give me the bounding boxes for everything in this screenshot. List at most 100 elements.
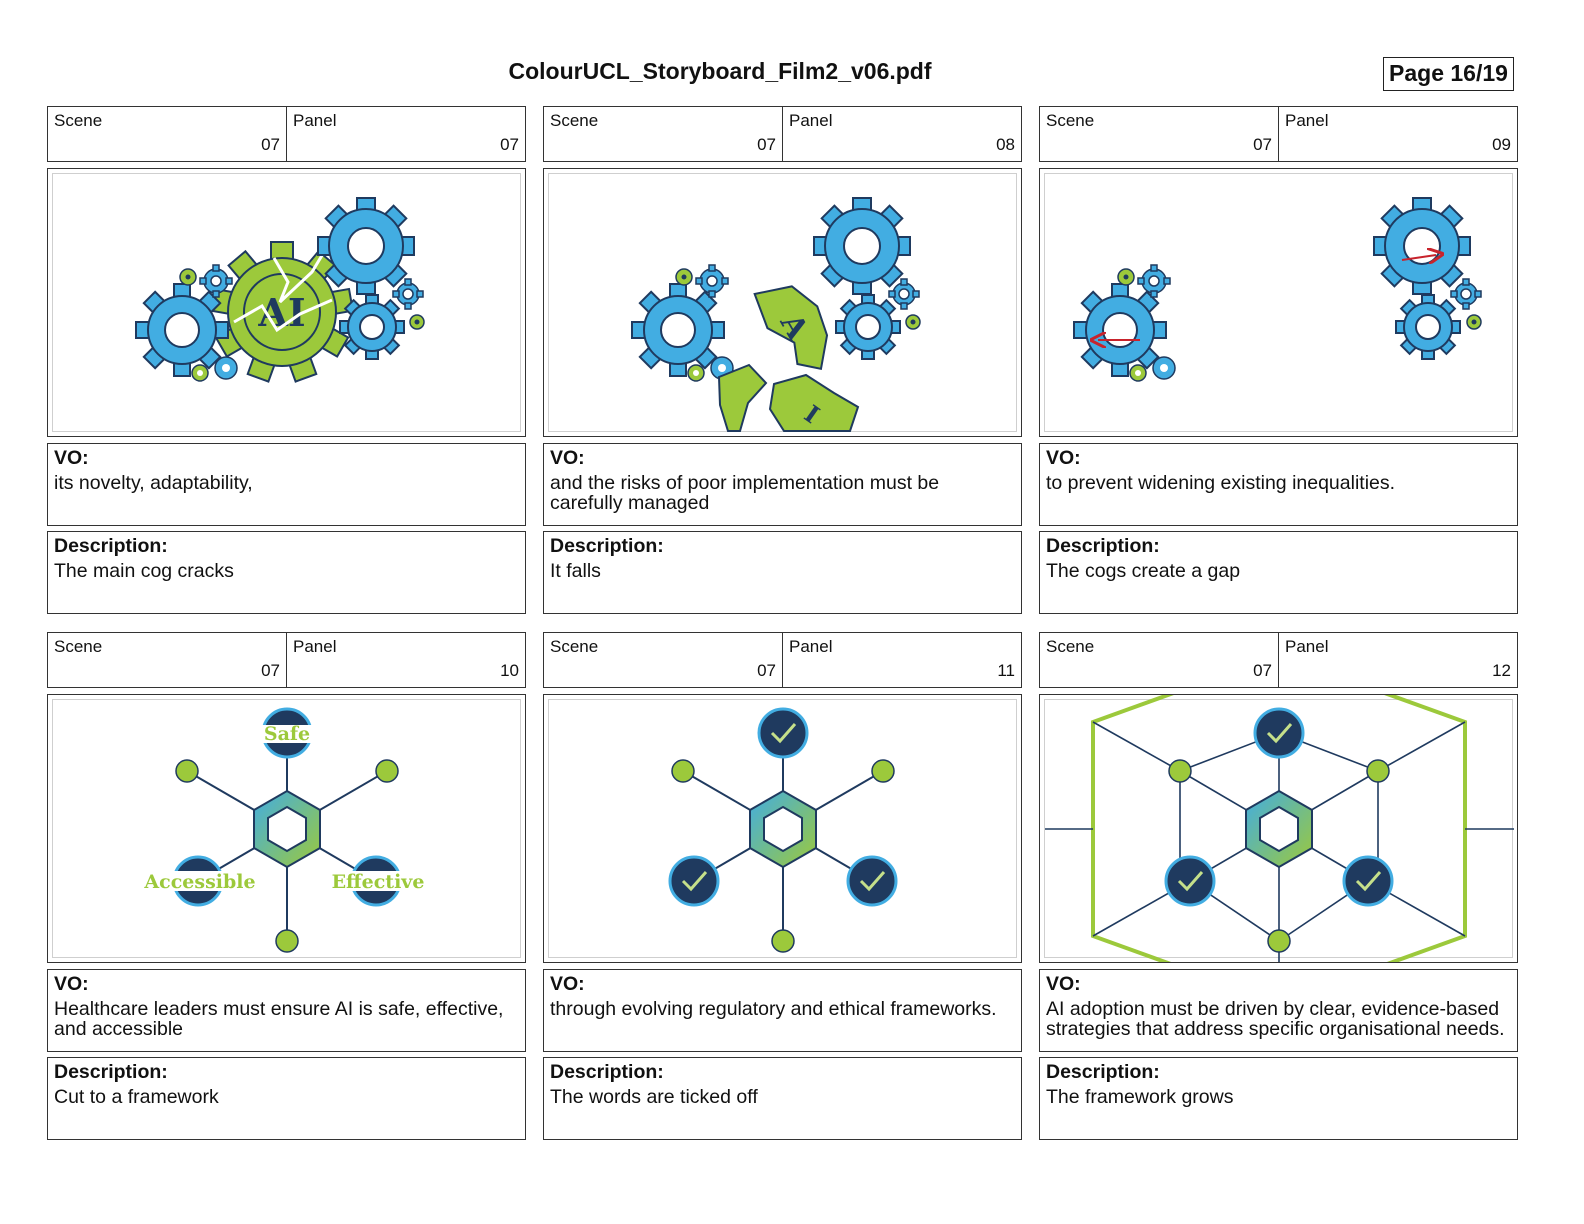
description-text: It falls <box>550 560 601 582</box>
gears-cracked-ai-icon: AI <box>135 197 425 383</box>
vo-label: VO: <box>550 447 585 469</box>
framework-grows-icon <box>1045 695 1514 962</box>
illustration-frame <box>1039 694 1518 963</box>
scene-cell: Scene 07 <box>48 633 286 687</box>
scene-cell: Scene 07 <box>544 107 782 161</box>
check-icon <box>1253 707 1305 759</box>
vo-text: Healthcare leaders must ensure AI is saf… <box>54 998 504 1040</box>
check-icon <box>1342 855 1394 907</box>
scene-number: 07 <box>261 661 280 680</box>
scene-cell: Scene 07 <box>1040 107 1278 161</box>
framework-ticks-icon <box>668 707 898 953</box>
description-text: Cut to a framework <box>54 1086 219 1108</box>
vo-box: VO: and the risks of poor implementation… <box>543 443 1022 526</box>
scene-panel-header: Scene 07 Panel 11 <box>543 632 1022 688</box>
panel-cell: Panel 07 <box>286 107 525 161</box>
scene-panel-header: Scene 07 Panel 08 <box>543 106 1022 162</box>
panel-label: Panel <box>293 637 337 656</box>
description-label: Description: <box>1046 1061 1160 1083</box>
word-safe: Safe <box>264 723 310 745</box>
vo-label: VO: <box>1046 973 1081 995</box>
check-icon <box>1164 855 1216 907</box>
panel-number: 10 <box>500 661 519 680</box>
vo-text: AI adoption must be driven by clear, evi… <box>1046 998 1505 1040</box>
panel-number: 08 <box>996 135 1015 154</box>
vo-text: its novelty, adaptability, <box>54 472 253 494</box>
vo-box: VO: its novelty, adaptability, <box>47 443 526 526</box>
scene-label: Scene <box>1046 637 1095 656</box>
vo-box: VO: to prevent widening existing inequal… <box>1039 443 1518 526</box>
panel-number: 07 <box>500 135 519 154</box>
scene-number: 07 <box>261 135 280 154</box>
description-label: Description: <box>54 535 168 557</box>
description-label: Description: <box>550 1061 664 1083</box>
panel-label: Panel <box>1285 637 1329 656</box>
page-number: Page 16/19 <box>1383 57 1514 91</box>
scene-label: Scene <box>550 637 599 656</box>
vo-label: VO: <box>54 973 89 995</box>
description-text: The main cog cracks <box>54 560 234 582</box>
description-label: Description: <box>54 1061 168 1083</box>
scene-label: Scene <box>54 111 103 130</box>
vo-label: VO: <box>550 973 585 995</box>
vo-text: and the risks of poor implementation mus… <box>550 472 940 514</box>
panel-cell: Panel 11 <box>782 633 1021 687</box>
panel-cell: Panel 08 <box>782 107 1021 161</box>
scene-cell: Scene 07 <box>48 107 286 161</box>
gears-gap-icon <box>1073 197 1482 382</box>
panel-label: Panel <box>293 111 337 130</box>
check-icon <box>846 855 898 907</box>
scene-number: 07 <box>1253 661 1272 680</box>
gears-falling-ai-icon: A I <box>631 197 921 432</box>
scene-cell: Scene 07 <box>544 633 782 687</box>
panel-label: Panel <box>789 111 833 130</box>
check-icon <box>668 855 720 907</box>
description-box: Description: Cut to a framework <box>47 1057 526 1140</box>
panel-number: 12 <box>1492 661 1511 680</box>
scene-number: 07 <box>757 135 776 154</box>
vo-box: VO: through evolving regulatory and ethi… <box>543 969 1022 1052</box>
panel-label: Panel <box>1285 111 1329 130</box>
description-text: The framework grows <box>1046 1086 1234 1108</box>
word-effective: Effective <box>332 871 425 893</box>
description-label: Description: <box>1046 535 1160 557</box>
scene-panel-header: Scene 07 Panel 12 <box>1039 632 1518 688</box>
vo-label: VO: <box>54 447 89 469</box>
scene-cell: Scene 07 <box>1040 633 1278 687</box>
illustration-frame <box>543 694 1022 963</box>
panel-cell: Panel 10 <box>286 633 525 687</box>
description-box: Description: The main cog cracks <box>47 531 526 614</box>
description-text: The words are ticked off <box>550 1086 758 1108</box>
scene-label: Scene <box>550 111 599 130</box>
scene-label: Scene <box>54 637 103 656</box>
scene-label: Scene <box>1046 111 1095 130</box>
vo-text: through evolving regulatory and ethical … <box>550 998 997 1020</box>
description-text: The cogs create a gap <box>1046 560 1241 582</box>
word-accessible: Accessible <box>143 871 255 893</box>
panel-label: Panel <box>789 637 833 656</box>
panel-cell: Panel 09 <box>1278 107 1517 161</box>
description-box: Description: The cogs create a gap <box>1039 531 1518 614</box>
panel-number: 11 <box>997 661 1015 680</box>
illustration-frame: A I <box>543 168 1022 437</box>
panel-cell: Panel 12 <box>1278 633 1517 687</box>
description-label: Description: <box>550 535 664 557</box>
check-icon <box>757 707 809 759</box>
illustration-frame: Safe Accessible Effective <box>47 694 526 963</box>
document-title: ColourUCL_Storyboard_Film2_v06.pdf <box>508 58 932 84</box>
vo-text: to prevent widening existing inequalitie… <box>1046 472 1396 494</box>
description-box: Description: The words are ticked off <box>543 1057 1022 1140</box>
vo-box: VO: Healthcare leaders must ensure AI is… <box>47 969 526 1052</box>
scene-number: 07 <box>757 661 776 680</box>
description-box: Description: The framework grows <box>1039 1057 1518 1140</box>
scene-panel-header: Scene 07 Panel 09 <box>1039 106 1518 162</box>
scene-panel-header: Scene 07 Panel 07 <box>47 106 526 162</box>
panel-number: 09 <box>1492 135 1511 154</box>
vo-label: VO: <box>1046 447 1081 469</box>
description-box: Description: It falls <box>543 531 1022 614</box>
scene-panel-header: Scene 07 Panel 10 <box>47 632 526 688</box>
framework-words-icon: Safe Accessible Effective <box>143 707 425 953</box>
scene-number: 07 <box>1253 135 1272 154</box>
illustration-frame: AI <box>47 168 526 437</box>
illustration-frame <box>1039 168 1518 437</box>
